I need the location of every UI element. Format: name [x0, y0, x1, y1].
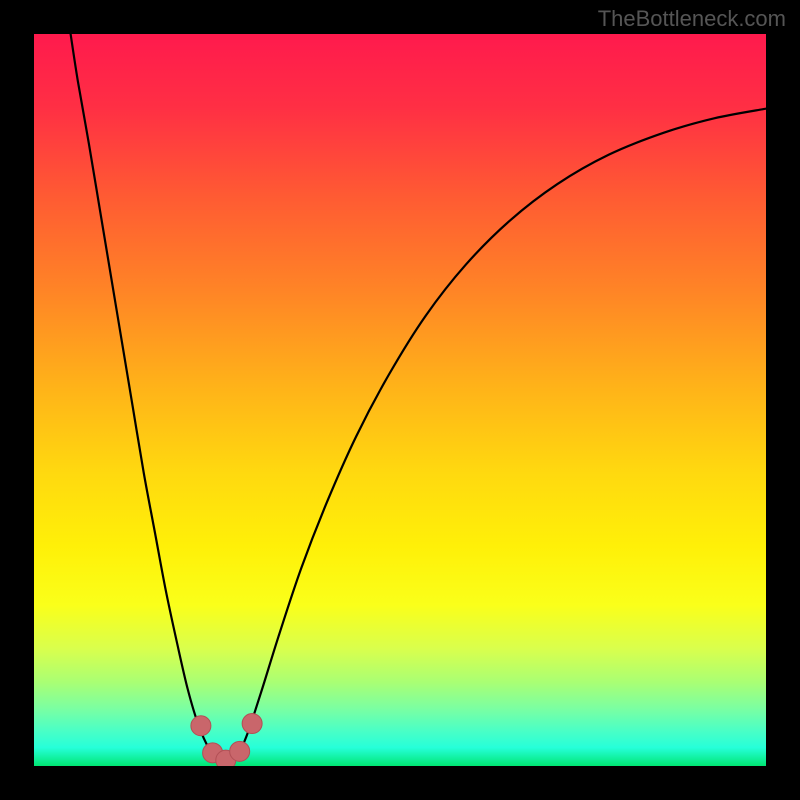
chart-container: TheBottleneck.com — [0, 0, 800, 800]
plot-area — [34, 34, 766, 766]
marker-point — [191, 716, 211, 736]
curve-left-branch — [71, 34, 226, 764]
curves-layer — [34, 34, 766, 766]
watermark-text: TheBottleneck.com — [598, 6, 786, 32]
marker-point — [230, 741, 250, 761]
markers-group — [191, 714, 262, 766]
marker-point — [242, 714, 262, 734]
curve-right-branch — [226, 109, 766, 764]
